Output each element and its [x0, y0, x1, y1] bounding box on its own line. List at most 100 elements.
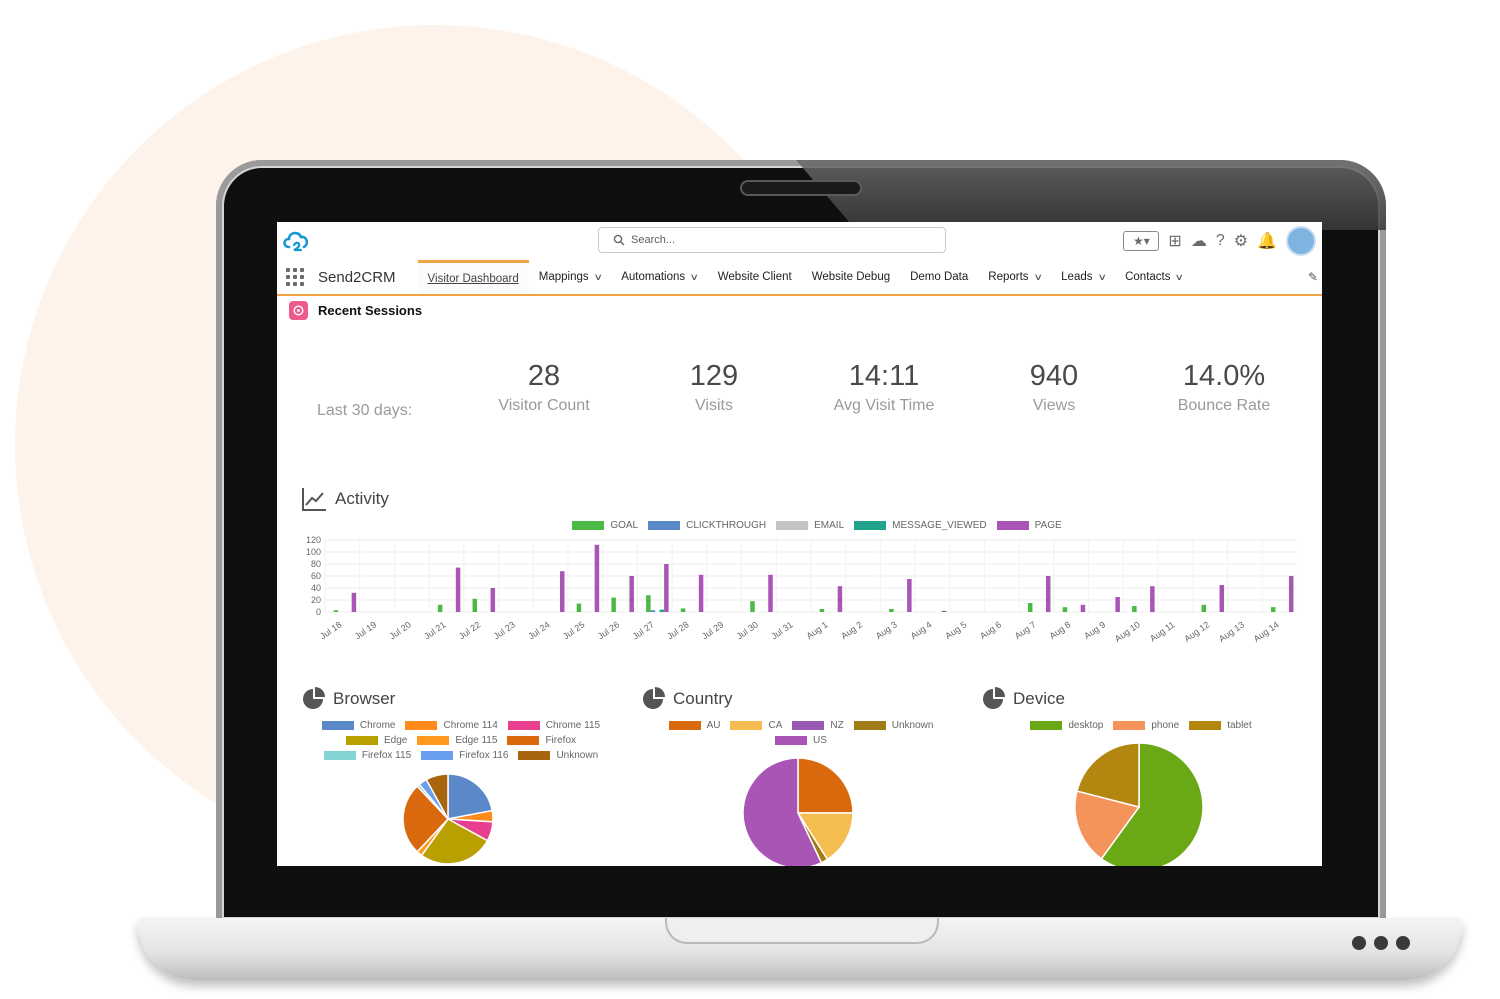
pie-slice-us[interactable] — [742, 757, 823, 866]
bar-page[interactable] — [351, 592, 357, 612]
tab-mappings[interactable]: Mappings ∨ — [529, 260, 611, 294]
pie-slice-au[interactable] — [797, 757, 854, 814]
legend-item[interactable]: CA — [730, 720, 782, 731]
legend-item[interactable]: desktop — [1030, 720, 1103, 731]
sessions-icon — [289, 301, 308, 320]
legend-item[interactable]: PAGE — [996, 520, 1062, 531]
bar-page[interactable] — [698, 574, 704, 612]
bar-goal[interactable] — [680, 608, 686, 612]
y-tick-label: 100 — [306, 547, 321, 557]
bar-goal[interactable] — [576, 603, 582, 612]
pie-slice-firefox[interactable] — [402, 785, 450, 853]
bar-page[interactable] — [455, 567, 461, 612]
app-launcher-icon[interactable] — [286, 268, 304, 286]
tab-reports[interactable]: Reports ∨ — [978, 260, 1051, 294]
legend-item[interactable]: Edge 115 — [417, 735, 497, 746]
avatar[interactable] — [1286, 226, 1316, 256]
line-chart-icon — [302, 488, 326, 511]
bar-page[interactable] — [1150, 586, 1155, 612]
bar-page[interactable] — [1080, 604, 1086, 612]
legend-item[interactable]: Firefox 115 — [323, 750, 411, 761]
favorites-star-icon[interactable]: ★▾ — [1123, 231, 1160, 251]
tab-website-debug[interactable]: Website Debug — [802, 260, 900, 294]
bar-goal[interactable] — [472, 598, 478, 612]
search-input[interactable]: Search... — [598, 227, 946, 253]
pie-slice-unknown[interactable] — [425, 773, 449, 820]
legend-item[interactable]: Unknown — [518, 750, 598, 761]
legend-label: PAGE — [1034, 520, 1062, 531]
chevron-down-icon[interactable]: ∨ — [689, 271, 700, 282]
bar-page[interactable] — [594, 544, 600, 612]
chevron-down-icon[interactable]: ∨ — [1097, 271, 1107, 282]
y-tick-label: 60 — [311, 571, 321, 581]
bar-goal[interactable] — [1027, 603, 1033, 612]
pie-slice-desktop[interactable] — [1100, 742, 1204, 866]
trailhead-icon[interactable]: ☁ — [1190, 233, 1207, 250]
tab-visitor-dashboard[interactable]: Visitor Dashboard — [417, 260, 529, 294]
legend-item[interactable]: phone — [1113, 720, 1179, 731]
bar-page[interactable] — [1045, 576, 1051, 612]
chevron-down-icon[interactable]: ∨ — [1175, 271, 1185, 282]
legend-item[interactable]: CLICKTHROUGH — [648, 520, 766, 531]
bar-page[interactable] — [559, 571, 565, 612]
pie-slice-phone[interactable] — [1074, 790, 1141, 860]
chevron-down-icon[interactable]: ∨ — [1033, 271, 1043, 282]
tab-automations[interactable]: Automations ∨ — [611, 260, 708, 294]
legend-swatch — [507, 736, 540, 745]
legend-item[interactable]: NZ — [792, 720, 844, 731]
bar-page[interactable] — [629, 576, 634, 612]
legend-label: NZ — [830, 720, 844, 731]
legend-item[interactable]: US — [775, 735, 827, 746]
bar-page[interactable] — [664, 564, 669, 612]
bell-icon[interactable]: 🔔 — [1257, 233, 1277, 250]
bar-page[interactable] — [768, 574, 773, 612]
bar-message_viewed[interactable] — [659, 609, 665, 612]
legend-swatch — [321, 721, 354, 730]
legend-item[interactable]: Chrome — [321, 720, 395, 731]
bar-goal[interactable] — [1201, 604, 1207, 612]
pie-slice-tablet[interactable] — [1076, 742, 1140, 808]
legend-item[interactable]: tablet — [1189, 720, 1252, 731]
bar-goal[interactable] — [889, 609, 894, 612]
bar-goal[interactable] — [1270, 607, 1276, 612]
bar-page[interactable] — [490, 588, 496, 612]
bar-goal[interactable] — [1132, 606, 1137, 612]
bar-page[interactable] — [1219, 585, 1225, 612]
edit-nav-icon[interactable]: ✎ — [1307, 270, 1318, 284]
legend-item[interactable]: AU — [668, 720, 720, 731]
help-icon[interactable]: ? — [1215, 232, 1225, 249]
tab-contacts[interactable]: Contacts ∨ — [1115, 260, 1193, 294]
tab-leads[interactable]: Leads ∨ — [1051, 260, 1115, 294]
legend-item[interactable]: GOAL — [572, 520, 638, 531]
bar-goal[interactable] — [611, 597, 616, 612]
legend-item[interactable]: Firefox 116 — [421, 750, 508, 761]
bar-clickthrough[interactable] — [650, 610, 656, 612]
tab-demo-data[interactable]: Demo Data — [900, 260, 978, 294]
pie-slice-chrome[interactable] — [447, 773, 494, 820]
bar-page[interactable] — [1115, 597, 1120, 612]
legend-item[interactable]: MESSAGE_VIEWED — [854, 520, 987, 531]
bar-goal[interactable] — [333, 610, 339, 612]
bar-page[interactable] — [1288, 576, 1294, 612]
bar-goal[interactable] — [437, 604, 443, 612]
cloud-logo-icon[interactable] — [281, 227, 311, 253]
pie-slice-ca[interactable] — [796, 812, 854, 861]
pie-slice-edge[interactable] — [420, 818, 489, 865]
legend-item[interactable]: Chrome 114 — [405, 720, 498, 731]
bar-page[interactable] — [907, 579, 912, 612]
legend-item[interactable]: Firefox — [507, 735, 576, 746]
legend-item[interactable]: Unknown — [853, 720, 933, 731]
add-icon[interactable]: ⊞ — [1168, 233, 1182, 250]
bar-page[interactable] — [941, 610, 947, 612]
tab-website-client[interactable]: Website Client — [708, 260, 802, 294]
bar-goal[interactable] — [646, 595, 651, 612]
bar-goal[interactable] — [750, 601, 755, 612]
bar-goal[interactable] — [1062, 607, 1068, 612]
legend-item[interactable]: Chrome 115 — [507, 720, 600, 731]
bar-page[interactable] — [837, 586, 843, 612]
chevron-down-icon[interactable]: ∨ — [593, 271, 603, 282]
gear-icon[interactable]: ⚙ — [1233, 233, 1249, 250]
bar-goal[interactable] — [819, 609, 825, 612]
legend-item[interactable]: Edge — [346, 735, 407, 746]
legend-item[interactable]: EMAIL — [776, 520, 844, 531]
